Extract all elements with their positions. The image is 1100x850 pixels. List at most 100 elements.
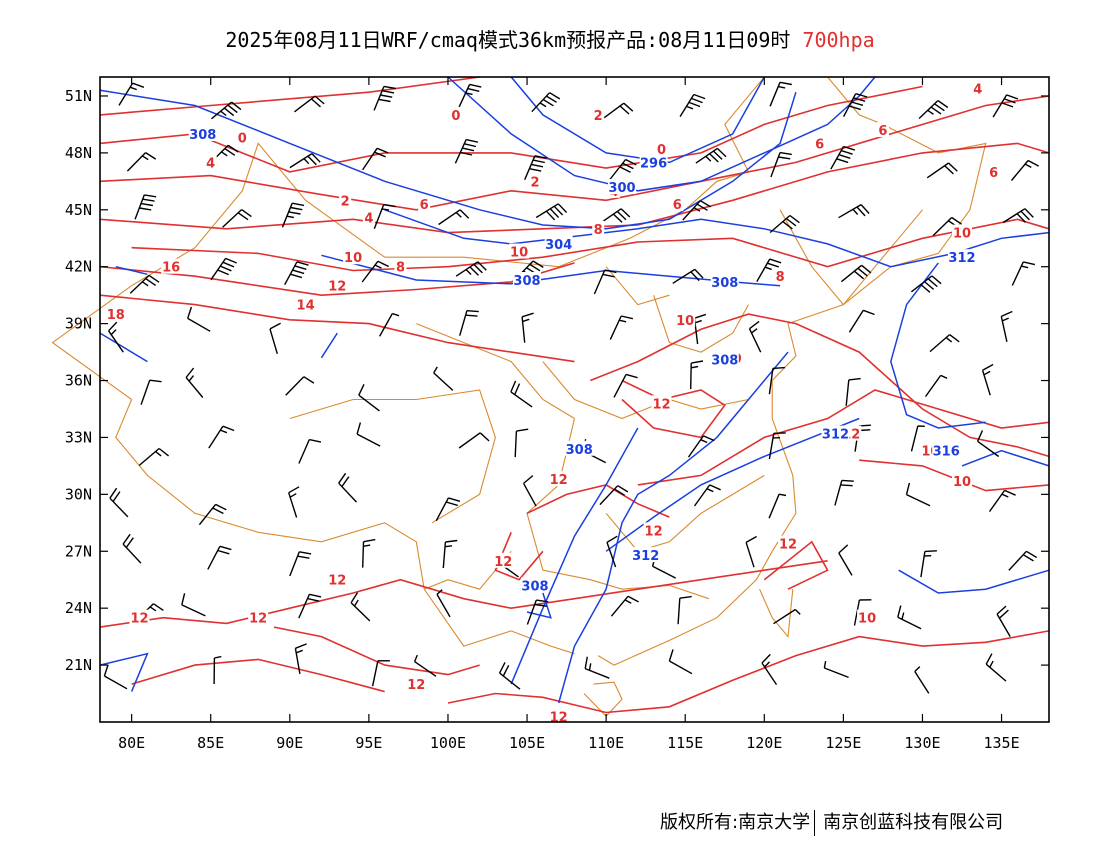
boundary-line [653,295,749,353]
geopotential-label-bg [948,249,976,265]
temperature-label-bg [248,609,269,625]
temperature-contour [99,294,575,363]
wind-barb [756,258,782,283]
temperature-label-bg [529,173,541,189]
wind-barb [198,503,227,526]
geopotential-contours [99,76,1050,704]
wind-barb [773,608,801,625]
wind-barb [211,101,242,120]
wind-barb [1002,208,1034,224]
wind-barb [845,377,861,406]
wind-barb [768,366,785,395]
temperature-label: 2 [530,175,539,190]
temperature-contours [99,76,1050,714]
geopotential-label: 304 [545,238,572,253]
wind-barb [181,593,206,617]
wind-barb [134,194,157,220]
company-text: 南京创蓝科技有限公司 [823,812,1004,833]
y-tick-label: 36N [65,372,92,390]
geopotential-label: 300 [608,181,635,196]
wind-barb [842,93,868,118]
temperature-label: 0 [238,132,247,147]
wind-barb [988,489,1016,513]
wind-barb [298,593,322,619]
wind-barb [185,367,204,398]
temperature-label: 12 [328,280,346,295]
temperature-label: 4 [364,211,373,226]
temperature-label: 12 [249,612,267,627]
geopotential-contour [557,351,789,704]
wind-barb [358,383,380,412]
temperature-label-bg [952,224,972,240]
geopotential-contour [99,89,797,230]
wind-barb [1008,550,1038,571]
wind-barb [693,484,721,507]
wind-barb [924,374,948,398]
geopotential-label: 316 [933,445,960,460]
x-tick-label: 115E [667,734,703,752]
temperature-label: 6 [673,198,682,213]
geopotential-label-bg [544,235,573,251]
wind-barb [1010,159,1040,181]
wind-barb [187,306,211,332]
geopotential-label-bg [565,440,594,456]
wind-barb [373,203,396,230]
wind-barb [207,545,232,570]
geopotential-contour [890,262,986,429]
temperature-label: 8 [776,270,785,285]
y-tick-label: 42N [65,258,92,276]
geopotential-label-bg [932,442,961,458]
geopotential-label: 312 [822,428,849,443]
temperature-label-bg [548,708,569,724]
temperature-label-bg [548,471,569,487]
geopotential-label: 312 [632,549,659,564]
wind-barb [677,595,692,625]
temperature-contour [99,142,1050,234]
boundary-line [115,399,575,655]
temperature-contour [526,484,670,518]
geopotential-label-bg [608,179,636,194]
wind-barb [269,322,281,354]
wind-barb [436,589,451,618]
temperature-label: 10 [676,314,694,329]
temperature-label-bg [509,243,530,259]
wind-barb [769,214,800,234]
temperature-label: 6 [989,166,998,181]
x-tick-label: 80E [118,734,145,752]
wind-barb [613,373,638,398]
temperature-label: 8 [594,223,603,238]
map-border [99,76,1050,723]
temperature-label-bg [592,220,605,236]
wind-barb [289,153,321,169]
wind-barb [129,274,160,294]
geopotential-contour [99,652,149,692]
y-tick-label: 39N [65,315,92,333]
wind-barb [294,643,307,675]
boundary-line [605,474,765,552]
x-axis-ticks: 80E 85E 90E 95E 100E 105E 110E 115E 120E 125E 130E… [118,77,1020,752]
temperature-label: 10 [510,246,528,261]
wind-barb [138,447,170,466]
wind-barb [435,497,461,522]
wind-barb [433,366,454,391]
geopotential-label-bg [521,577,549,593]
wind-barb [459,310,479,336]
temperature-label-bg [778,535,798,551]
wind-barb [768,432,786,460]
temperature-label: 12 [550,473,568,488]
wind-barb [840,264,872,283]
wind-barb [926,162,958,179]
wind-barb [294,95,325,113]
wind-barb [838,544,853,576]
temperature-label-bg [295,296,316,312]
temperature-contour [494,531,544,581]
wind-barb [1000,310,1013,342]
y-tick-label: 27N [65,542,92,560]
temperature-contour [637,389,1050,486]
title-main: 2025年08月11日WRF/cmaq模式36km预报产品:08月11日09时 [225,28,791,52]
wind-barb [350,592,371,622]
wind-barb [606,535,618,568]
wind-barb [668,649,693,675]
wind-barb [745,535,757,568]
wind-barb [103,664,128,690]
